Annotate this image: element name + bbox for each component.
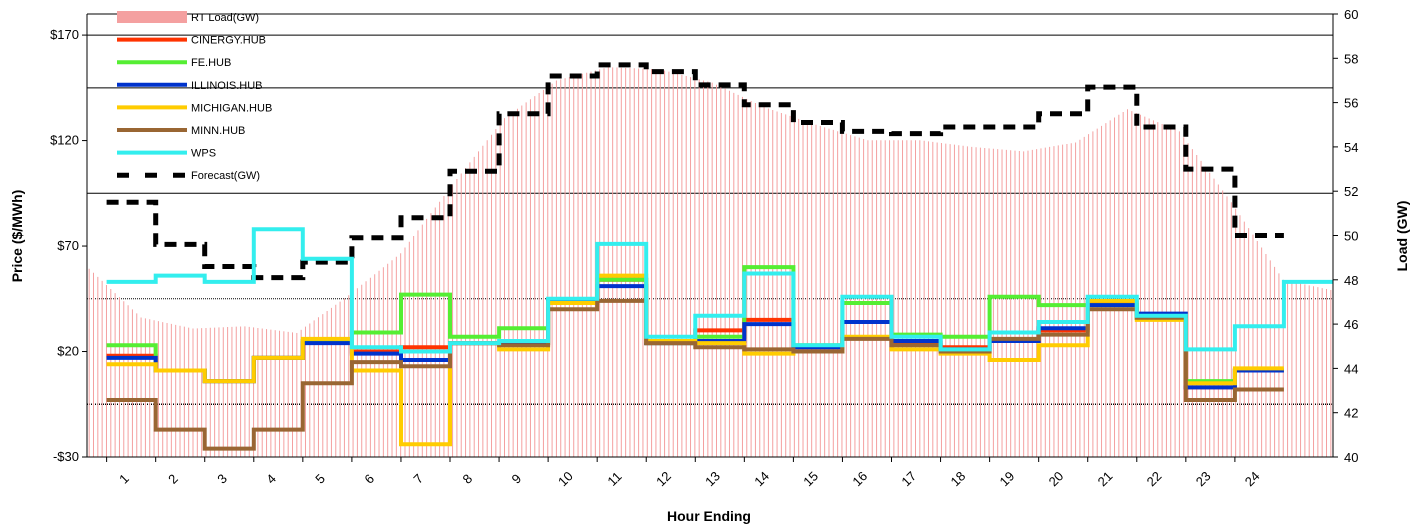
y-left-tick-label: $20 bbox=[57, 344, 79, 359]
x-tick-label: 14 bbox=[751, 468, 772, 489]
x-tick-label: 21 bbox=[1095, 468, 1116, 489]
x-tick-label: 11 bbox=[604, 469, 624, 489]
y-right-tick-label: 54 bbox=[1344, 140, 1358, 155]
legend-label-minn-hub: MINN.HUB bbox=[191, 125, 245, 137]
x-tick-label: 9 bbox=[509, 471, 525, 487]
x-tick-label: 4 bbox=[263, 471, 279, 487]
x-tick-label: 10 bbox=[555, 468, 576, 489]
y-right-tick-label: 40 bbox=[1344, 450, 1358, 465]
y-right-tick-label: 52 bbox=[1344, 184, 1358, 199]
y-left-tick-label: $120 bbox=[50, 133, 79, 148]
y-right-tick-label: 42 bbox=[1344, 406, 1358, 421]
legend: RT Load(GW) CINERGY.HUB FE.HUB ILLINOIS.HUB… bbox=[117, 11, 272, 182]
legend-label-michigan-hub: MICHIGAN.HUB bbox=[191, 102, 272, 114]
x-tick-label: 16 bbox=[849, 468, 870, 489]
minn-hub-line bbox=[106, 298, 1284, 451]
x-tick-label: 5 bbox=[312, 471, 328, 487]
y-right-tick-label: 44 bbox=[1344, 361, 1358, 376]
y-axis-right-title: Load (GW) bbox=[1394, 201, 1410, 272]
y-right-tick-label: 48 bbox=[1344, 273, 1358, 288]
x-tick-label: 19 bbox=[997, 468, 1018, 489]
legend-label-illinois-hub: ILLINOIS.HUB bbox=[191, 80, 263, 92]
wps-line bbox=[106, 227, 1333, 354]
price-series-group bbox=[106, 227, 1333, 451]
forecast-line bbox=[106, 62, 1284, 281]
x-tick-label: 24 bbox=[1242, 468, 1263, 489]
legend-label-fe-hub: FE.HUB bbox=[191, 57, 231, 69]
y-left-tick-label: $170 bbox=[50, 27, 79, 42]
x-tick-label: 1 bbox=[116, 471, 132, 487]
x-tick-label: 22 bbox=[1144, 468, 1165, 489]
legend-swatch-rt-load-gw bbox=[117, 11, 187, 23]
axes: -$30$20$70$120$1704042444648505254565860… bbox=[50, 7, 1358, 489]
y-right-tick-label: 56 bbox=[1344, 96, 1358, 111]
y-right-tick-label: 50 bbox=[1344, 229, 1358, 244]
x-tick-label: 8 bbox=[459, 471, 475, 487]
forecast-line-group bbox=[106, 62, 1284, 281]
x-tick-label: 2 bbox=[165, 471, 181, 487]
x-tick-label: 13 bbox=[702, 468, 723, 489]
y-left-tick-label: $70 bbox=[57, 238, 79, 253]
x-tick-label: 3 bbox=[214, 471, 230, 487]
x-tick-label: 23 bbox=[1193, 468, 1214, 489]
x-tick-label: 15 bbox=[800, 468, 821, 489]
y-right-tick-label: 58 bbox=[1344, 51, 1358, 66]
x-tick-label: 7 bbox=[410, 471, 426, 487]
y-left-tick-label: -$30 bbox=[53, 449, 79, 464]
legend-label-rt-load-gw: RT Load(GW) bbox=[191, 12, 259, 24]
x-tick-label: 17 bbox=[898, 468, 919, 489]
x-tick-label: 6 bbox=[361, 471, 377, 487]
x-axis-title: Hour Ending bbox=[667, 508, 751, 524]
x-tick-label: 20 bbox=[1046, 468, 1067, 489]
x-tick-label: 12 bbox=[653, 468, 674, 489]
y-right-tick-label: 60 bbox=[1344, 7, 1358, 22]
legend-label-forecast-gw: Forecast(GW) bbox=[191, 170, 260, 182]
legend-label-cinergy-hub: CINERGY.HUB bbox=[191, 35, 266, 47]
rt-load-bars bbox=[88, 67, 1332, 457]
legend-label-wps: WPS bbox=[191, 148, 216, 160]
y-right-tick-label: 46 bbox=[1344, 317, 1358, 332]
x-tick-label: 18 bbox=[947, 468, 968, 489]
y-axis-left-title: Price ($/MWh) bbox=[9, 190, 25, 283]
